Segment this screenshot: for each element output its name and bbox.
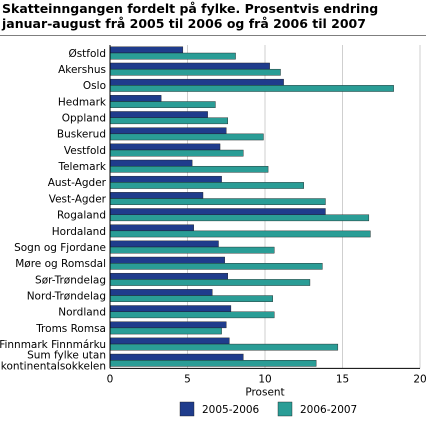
- gridlines: [187, 45, 421, 369]
- category-label: kontinentalsokkelen: [1, 361, 106, 373]
- category-label: Nord-Trøndelag: [27, 290, 106, 302]
- bar-2005-2006: [109, 62, 270, 70]
- bar-2006-2007: [109, 182, 304, 189]
- bar-2005-2006: [109, 111, 208, 118]
- x-tick-label: 10: [258, 373, 271, 385]
- bar-2005-2006: [109, 272, 229, 280]
- bars: [109, 46, 394, 367]
- bar-2006-2007: [109, 133, 264, 141]
- bar-2005-2006: [109, 240, 219, 248]
- category-label: Østfold: [68, 48, 106, 60]
- bar-2006-2007: [109, 360, 317, 367]
- bar-2006-2007: [109, 343, 339, 351]
- bar-2005-2006: [109, 143, 221, 151]
- bar-2006-2007: [109, 85, 394, 92]
- bar-2006-2007: [109, 52, 236, 60]
- x-tick-label: 15: [336, 373, 349, 385]
- x-axis-label: Prosent: [245, 386, 284, 398]
- legend-swatch: [277, 401, 293, 417]
- category-label: Hedmark: [58, 96, 107, 108]
- category-label: Sør-Trøndelag: [35, 274, 106, 286]
- legend-label: 2006-2007: [300, 404, 357, 416]
- bar-2006-2007: [109, 311, 275, 319]
- category-label: Telemark: [57, 161, 106, 173]
- bar-2005-2006: [109, 305, 232, 312]
- category-label: Nordland: [58, 307, 106, 319]
- category-labels: Østfold Akershus Oslo Hedmark Oppland Buskeru…: [0, 48, 107, 373]
- bar-2006-2007: [109, 68, 281, 76]
- axes: [109, 45, 420, 369]
- bar-2006-2007: [109, 279, 311, 286]
- x-tick-label: 0: [107, 373, 114, 385]
- category-label: Buskerud: [57, 129, 106, 141]
- bar-2005-2006: [109, 127, 227, 135]
- bar-2005-2006: [109, 46, 184, 54]
- bar-2005-2006: [109, 224, 194, 232]
- category-label: Troms Romsa: [35, 323, 106, 335]
- bar-2006-2007: [109, 246, 275, 254]
- category-label: Aust-Agder: [48, 177, 107, 189]
- category-label: Oslo: [83, 80, 106, 92]
- chart-title: Skatteinngangen fordelt på fylke. Prosen…: [2, 1, 379, 31]
- bar-2005-2006: [109, 321, 227, 329]
- bar-2005-2006: [109, 95, 162, 102]
- category-label: Møre og Romsdal: [15, 258, 106, 270]
- x-tick-label: 5: [184, 373, 191, 385]
- bar-2006-2007: [109, 101, 216, 108]
- bar-2005-2006: [109, 192, 204, 199]
- category-label: Vestfold: [64, 145, 106, 157]
- bar-2005-2006: [109, 256, 225, 264]
- x-tick-label: 20: [413, 373, 426, 385]
- bar-2006-2007: [109, 198, 326, 205]
- bar-2005-2006: [109, 78, 284, 86]
- bar-2006-2007: [109, 117, 229, 125]
- category-label: Oppland: [62, 113, 106, 125]
- bar-2006-2007: [109, 165, 269, 173]
- legend-swatch: [179, 401, 195, 417]
- x-tick-labels: 0 5 10 15 20: [107, 373, 426, 385]
- category-label: Sogn og Fjordane: [14, 242, 106, 254]
- bar-2005-2006: [109, 337, 230, 345]
- bar-2005-2006: [109, 159, 193, 167]
- bar-2005-2006: [109, 208, 326, 215]
- title-divider: [0, 35, 426, 36]
- legend-label: 2005-2006: [202, 404, 260, 416]
- bar-2006-2007: [109, 295, 273, 302]
- category-label: Rogaland: [57, 210, 106, 222]
- bar-2006-2007: [109, 149, 244, 157]
- category-label: Sum fylke utan: [27, 350, 106, 362]
- bar-2006-2007: [109, 214, 370, 222]
- bar-2005-2006: [109, 353, 244, 361]
- bar-2005-2006: [109, 175, 222, 183]
- bar-2006-2007: [109, 263, 323, 270]
- category-label: Hordaland: [52, 226, 106, 238]
- bar-2006-2007: [109, 230, 371, 238]
- bar-2006-2007: [109, 327, 222, 335]
- bar-2005-2006: [109, 289, 213, 296]
- category-label: Finnmark Finnmárku: [0, 339, 106, 351]
- legend: 2005-2006 2006-2007: [179, 401, 357, 417]
- category-label: Akershus: [58, 64, 106, 76]
- category-label: Vest-Agder: [49, 193, 107, 205]
